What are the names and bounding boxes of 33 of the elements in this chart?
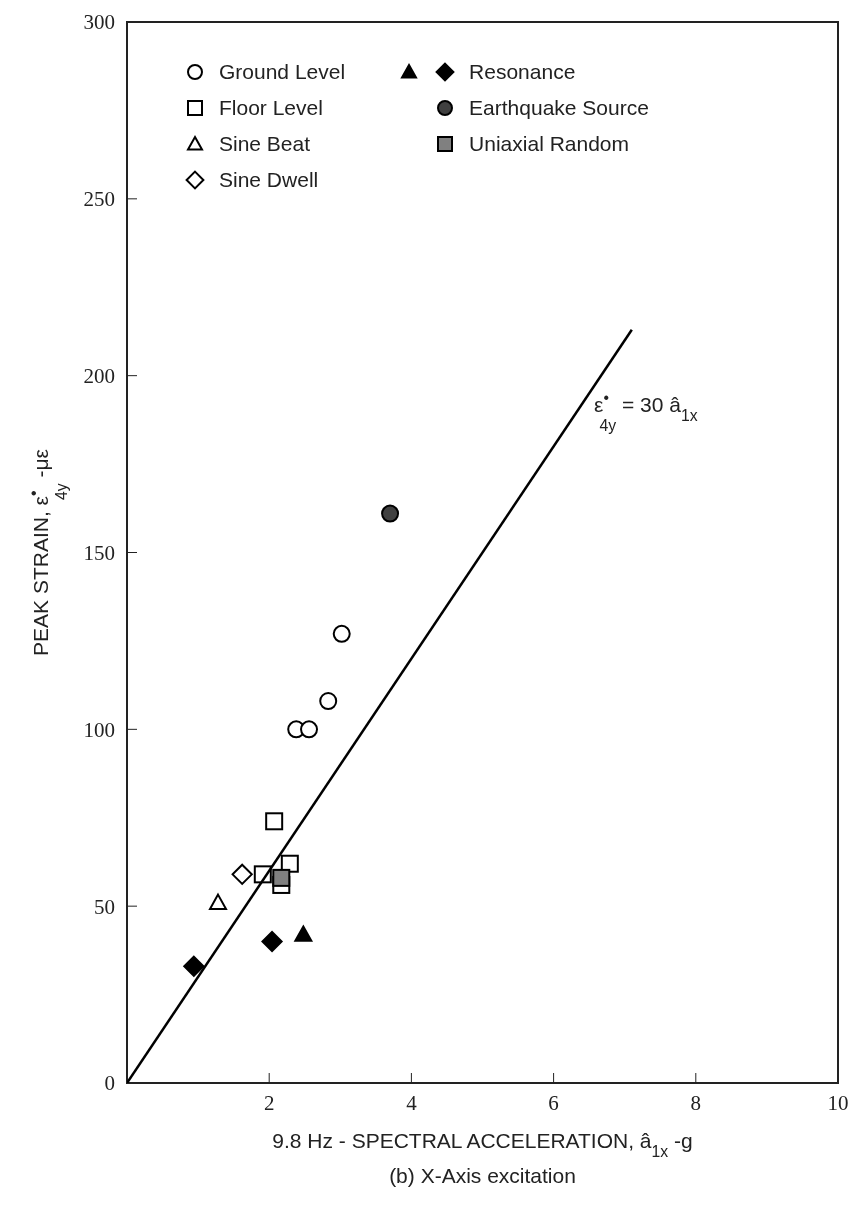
- y-tick-label: 150: [83, 540, 115, 565]
- y-tick-label: 0: [104, 1071, 115, 1096]
- point: [332, 624, 351, 643]
- point: [319, 692, 338, 711]
- point: [183, 955, 205, 977]
- x-tick-label: 10: [827, 1090, 849, 1115]
- y-tick-label: 300: [83, 10, 115, 35]
- legend-label: Floor Level: [219, 96, 323, 120]
- point: [300, 720, 319, 739]
- point: [272, 868, 291, 887]
- point: [265, 812, 284, 831]
- point: [231, 863, 253, 885]
- legend-label: Ground Level: [219, 60, 346, 84]
- x-axis-title: 9.8 Hz - SPECTRAL ACCELERATION, â$_{1x}$ -g: [272, 1129, 693, 1161]
- legend-label: Sine Dwell: [219, 168, 319, 192]
- y-tick-label: 250: [83, 187, 115, 212]
- x-tick-label: 8: [690, 1090, 702, 1115]
- point: [381, 504, 400, 523]
- legend-label: Uniaxial Random: [469, 132, 630, 156]
- legend-label: Earthquake Source: [469, 96, 649, 120]
- y-tick-label: 50: [94, 894, 115, 919]
- x-tick-label: 6: [548, 1090, 559, 1115]
- x-tick-label: 4: [406, 1090, 418, 1115]
- y-tick-label: 100: [83, 717, 115, 742]
- point: [209, 893, 228, 911]
- point: [294, 925, 313, 942]
- legend-label: Sine Beat: [219, 132, 311, 156]
- point: [280, 854, 299, 873]
- text: (b) X-Axis excitation: [388, 1164, 577, 1188]
- x-tick-label: 2: [263, 1090, 275, 1115]
- point: [261, 930, 283, 953]
- y-tick-label: 200: [83, 364, 115, 389]
- legend-label: Resonance: [469, 60, 576, 84]
